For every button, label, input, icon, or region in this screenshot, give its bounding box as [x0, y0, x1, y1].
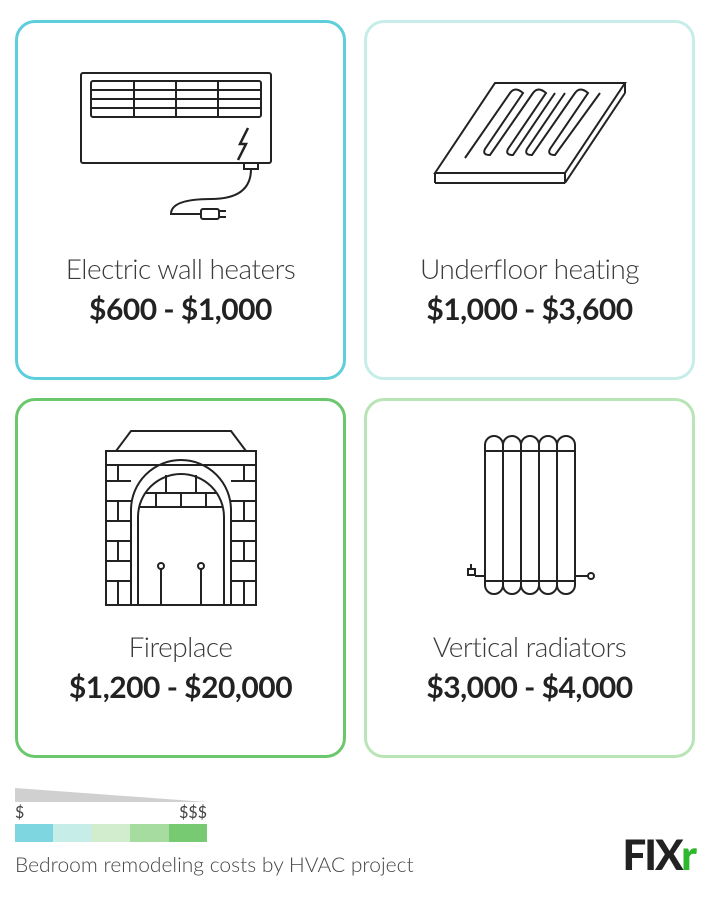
card-grid: Electric wall heaters $600 - $1,000 Unde… — [15, 20, 695, 758]
card-label: Electric wall heaters — [66, 251, 295, 285]
card-price: $600 - $1,000 — [89, 291, 272, 327]
card-vertical-radiators: Vertical radiators $3,000 - $4,000 — [364, 398, 695, 758]
footer: $ $$$ Bedroom remodeling costs by HVAC p… — [15, 788, 695, 877]
legend-wedge-icon — [15, 788, 207, 802]
vertical-radiator-icon — [382, 421, 677, 621]
caption: Bedroom remodeling costs by HVAC project — [15, 852, 623, 877]
legend-swatch — [169, 824, 207, 842]
card-label: Fireplace — [129, 629, 233, 663]
legend-color-bar — [15, 824, 207, 842]
legend-labels: $ $$$ — [15, 803, 207, 822]
card-label: Underfloor heating — [420, 251, 639, 285]
legend: $ $$$ Bedroom remodeling costs by HVAC p… — [15, 788, 623, 877]
card-fireplace: Fireplace $1,200 - $20,000 — [15, 398, 346, 758]
legend-low-label: $ — [15, 803, 24, 822]
card-price: $1,200 - $20,000 — [69, 669, 292, 705]
legend-swatch — [15, 824, 53, 842]
legend-high-label: $$$ — [179, 803, 207, 822]
electric-wall-heater-icon — [33, 43, 328, 243]
logo-r: r — [681, 829, 695, 879]
fireplace-icon — [33, 421, 328, 621]
legend-swatch — [92, 824, 130, 842]
card-electric-wall-heaters: Electric wall heaters $600 - $1,000 — [15, 20, 346, 380]
logo-fix: FIX — [623, 829, 682, 879]
underfloor-heating-icon — [382, 43, 677, 243]
card-price: $3,000 - $4,000 — [426, 669, 632, 705]
legend-swatch — [130, 824, 168, 842]
card-label: Vertical radiators — [433, 629, 626, 663]
card-price: $1,000 - $3,600 — [426, 291, 632, 327]
legend-swatch — [53, 824, 91, 842]
fixr-logo: FIXr — [623, 833, 695, 877]
card-underfloor-heating: Underfloor heating $1,000 - $3,600 — [364, 20, 695, 380]
